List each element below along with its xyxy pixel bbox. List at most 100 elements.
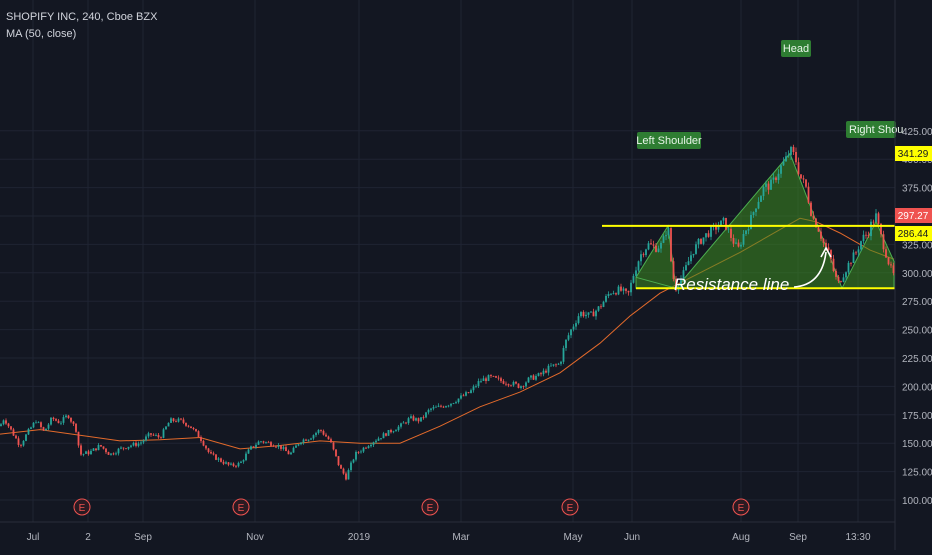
candle-body xyxy=(755,208,757,213)
candle-body xyxy=(610,293,612,295)
candle-body xyxy=(277,445,280,448)
earnings-marker-label: E xyxy=(238,503,245,514)
candle-body xyxy=(40,422,42,428)
candle-body xyxy=(35,422,37,424)
candle-body xyxy=(410,416,412,419)
earnings-marker-label: E xyxy=(427,503,434,514)
candle-body xyxy=(547,365,550,373)
candle-body xyxy=(807,186,810,203)
candle-body xyxy=(487,375,490,381)
candle-body xyxy=(690,255,692,262)
x-tick-label: Nov xyxy=(246,532,264,543)
candle-body xyxy=(420,417,422,422)
candle-body xyxy=(190,426,192,429)
candle-body xyxy=(392,431,395,433)
candle-body xyxy=(345,473,347,480)
candle-body xyxy=(885,249,887,258)
candle-body xyxy=(450,403,452,406)
candle-body xyxy=(780,165,782,174)
candle-body xyxy=(12,429,15,436)
earnings-marker-label: E xyxy=(79,503,86,514)
candle-body xyxy=(520,386,522,388)
candle-body xyxy=(220,458,222,462)
candle-body xyxy=(62,417,65,423)
candle-body xyxy=(325,434,327,437)
candle-body xyxy=(290,452,292,455)
candle-body xyxy=(155,435,157,436)
resistance-arrow-curve xyxy=(793,251,827,288)
candle-body xyxy=(207,448,210,453)
x-tick-label: Mar xyxy=(452,532,470,543)
level-layer xyxy=(602,224,895,290)
candle-body xyxy=(117,448,120,454)
candle-body xyxy=(740,244,742,247)
candle-body xyxy=(177,418,180,422)
candle-body xyxy=(657,248,660,252)
candle-body xyxy=(647,243,650,250)
candle-body xyxy=(140,442,142,444)
candle-body xyxy=(287,451,290,455)
candle-body xyxy=(832,258,835,271)
candle-body xyxy=(387,429,390,436)
candle-body xyxy=(850,262,852,264)
candle-body xyxy=(632,275,635,283)
x-tick-label: Jul xyxy=(27,532,40,543)
candle-body xyxy=(172,418,175,421)
candle-body xyxy=(250,446,252,450)
candle-body xyxy=(590,311,592,313)
lower-level-tag xyxy=(895,226,932,241)
candle-body xyxy=(355,451,357,460)
candle-body xyxy=(65,415,67,418)
candle-body xyxy=(30,427,32,429)
candle-body xyxy=(872,221,875,223)
candle-body xyxy=(237,462,240,467)
candle-body xyxy=(727,228,730,230)
candle-body xyxy=(605,295,607,302)
candle-body xyxy=(787,154,790,157)
candle-body xyxy=(235,465,237,467)
candle-body xyxy=(367,446,370,449)
candle-body xyxy=(442,406,445,408)
candle-body xyxy=(692,253,695,256)
candle-body xyxy=(330,439,332,443)
candle-body xyxy=(457,398,460,403)
candle-body xyxy=(847,262,850,273)
candle-body xyxy=(840,281,842,282)
candle-body xyxy=(667,228,670,236)
candle-body xyxy=(745,230,747,235)
candle-body xyxy=(762,186,765,197)
candle-body xyxy=(242,460,245,462)
candle-body xyxy=(45,428,47,431)
candle-body xyxy=(490,375,492,377)
x-tick-label: Aug xyxy=(732,532,750,543)
candle-body xyxy=(842,277,845,282)
candle-body xyxy=(0,424,2,427)
candle-body xyxy=(170,418,172,423)
candle-body xyxy=(217,458,220,460)
candle-body xyxy=(757,201,760,209)
current-price-tag xyxy=(895,208,932,223)
candle-body xyxy=(317,429,320,433)
candle-body xyxy=(230,463,232,465)
left-shoulder-label-bg xyxy=(637,132,701,149)
x-tick-label: 2 xyxy=(85,532,91,543)
candle-body xyxy=(212,453,215,455)
time-axis[interactable]: Jul 2 Sep Nov 2019 Mar May Jun Aug Sep 13:30 xyxy=(27,532,871,543)
candle-body xyxy=(137,443,140,446)
candle-body xyxy=(737,242,740,247)
candle-body xyxy=(257,441,260,445)
right-shoulder-label: Right Shou xyxy=(849,124,903,136)
candle-body xyxy=(515,381,517,384)
candle-body xyxy=(770,179,772,190)
candle-body xyxy=(362,447,365,452)
candle-body xyxy=(892,265,895,274)
candle-body xyxy=(127,446,130,449)
candle-body xyxy=(552,364,555,366)
ma-indicator-label[interactable]: MA (50, close) xyxy=(6,28,76,40)
candle-body xyxy=(422,417,425,419)
candle-body xyxy=(680,278,682,287)
candle-body xyxy=(765,183,767,187)
candle-body xyxy=(312,435,315,439)
